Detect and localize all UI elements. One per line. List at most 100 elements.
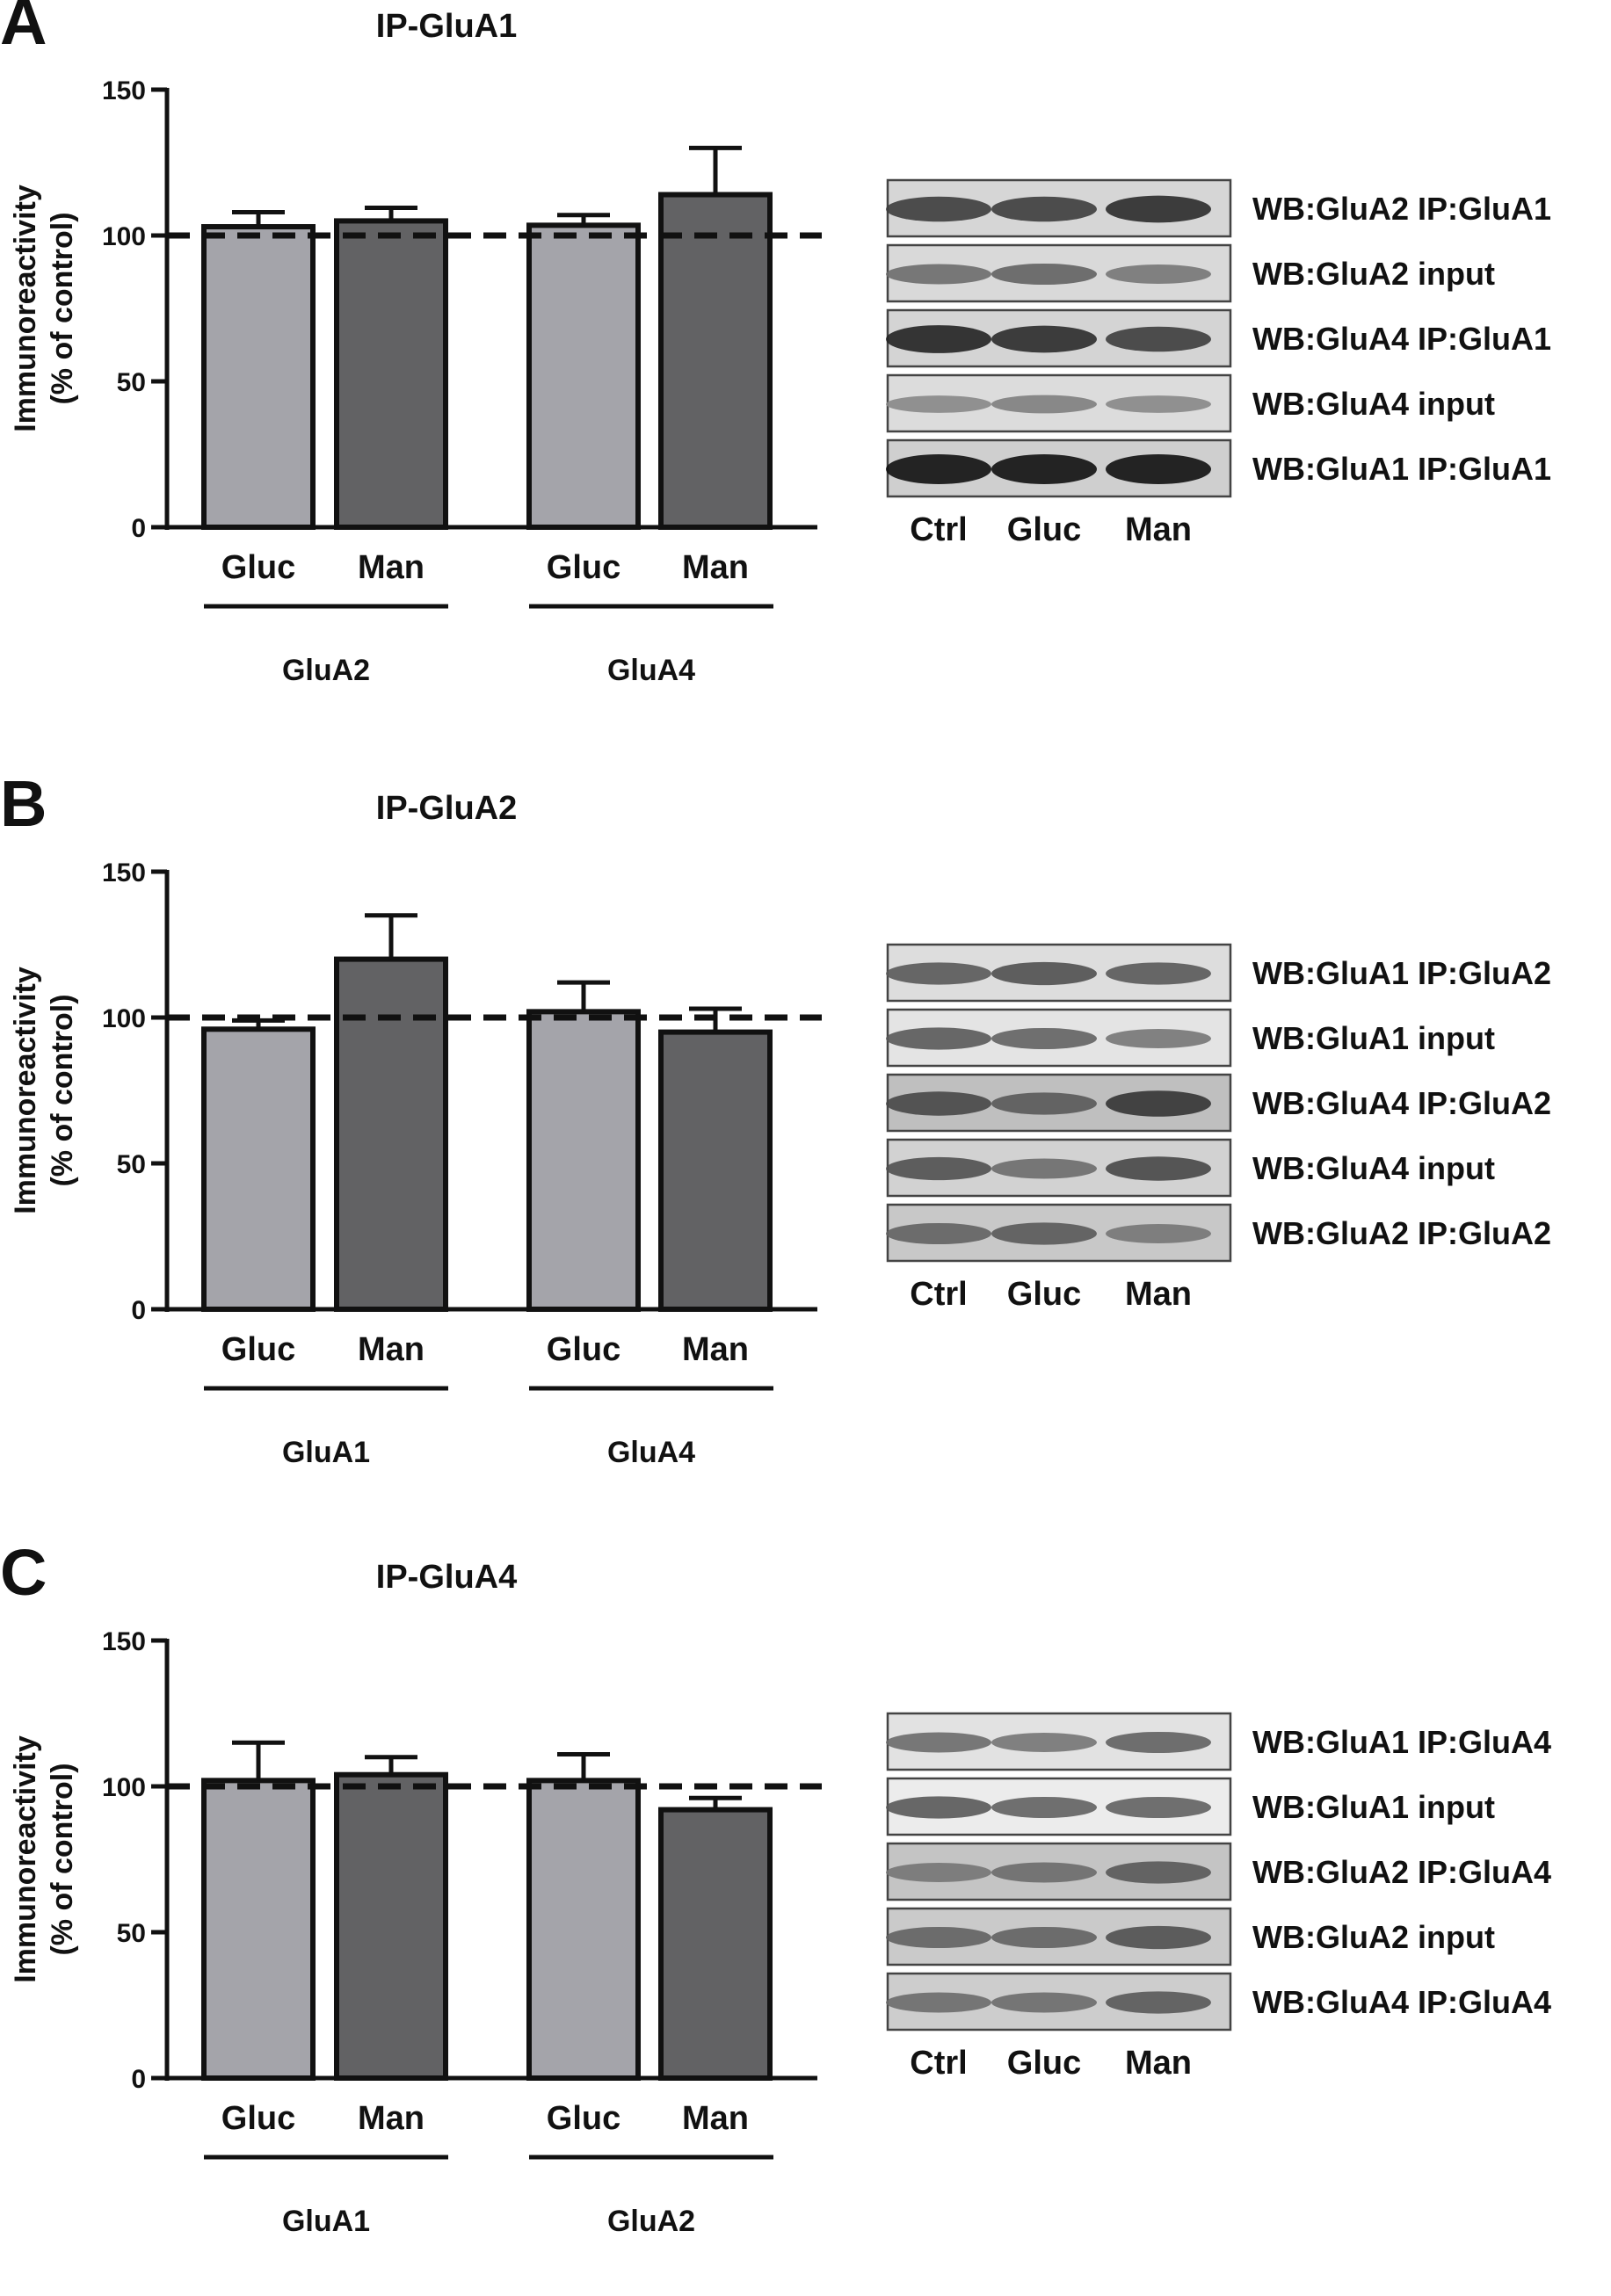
blot-band [991, 1796, 1097, 1819]
y-tick-label: 150 [102, 76, 146, 105]
y-axis-label-line2: (% of control) [46, 994, 79, 1186]
blot-band [991, 1092, 1097, 1115]
blot-lane-label: Ctrl [910, 1276, 967, 1313]
blot-band [1106, 1224, 1211, 1243]
x-tick-label: Gluc [547, 1331, 620, 1368]
blot-band [886, 1926, 991, 1949]
y-tick-label: 150 [102, 1627, 146, 1656]
group-label: GluA1 [282, 2205, 370, 2238]
panel-figure: IP-GluA2 Immunoreactivity (% of control) 0 5… [9, 790, 1551, 1469]
blot-row-label: WB:GluA4 input [1252, 386, 1495, 422]
blot-row-label: WB:GluA4 IP:GluA2 [1252, 1085, 1551, 1121]
panel-letter: A [0, 0, 47, 58]
blot-row-label: WB:GluA2 input [1252, 256, 1495, 292]
blot-band [886, 264, 991, 285]
blot-band [1106, 264, 1211, 284]
blot-band [1106, 454, 1211, 484]
panel-figure: IP-GluA1 Immunoreactivity (% of control) 0 5… [9, 8, 1551, 687]
chart-title: IP-GluA1 [376, 8, 517, 45]
bar [526, 1009, 641, 1312]
blot-band [886, 1863, 991, 1882]
blot-band [1106, 962, 1211, 985]
blot-band [886, 454, 991, 484]
blot-lane-label: Man [1125, 511, 1192, 548]
bar [201, 224, 316, 530]
y-axis-label-line1: Immunoreactivity [9, 1735, 42, 1983]
y-axis-label: Immunoreactivity (% of control) [9, 967, 79, 1214]
blot-row-label: WB:GluA2 IP:GluA2 [1252, 1215, 1551, 1251]
group-label: GluA4 [607, 1436, 695, 1469]
blot-band [1106, 1991, 1211, 2014]
blot-band [991, 1222, 1097, 1245]
blot-band [886, 196, 991, 222]
group-label: GluA2 [282, 654, 370, 687]
x-tick-label: Gluc [547, 549, 620, 586]
panel-c: C IP-GluA4 Immunoreactivity (% of control)… [0, 1540, 1611, 2296]
blot-row-label: WB:GluA2 IP:GluA4 [1252, 1854, 1551, 1890]
blot-band [991, 263, 1097, 286]
blot-band [991, 395, 1097, 414]
blot-band [1106, 1861, 1211, 1884]
blot-lane-label: Man [1125, 2045, 1192, 2082]
x-tick-label: Man [358, 549, 425, 586]
bar [658, 1807, 773, 2081]
panel-a: A IP-GluA1 Immunoreactivity (% of control)… [0, 0, 1611, 745]
bar [201, 1778, 316, 2081]
bar [201, 1026, 316, 1312]
y-tick-label: 0 [131, 1296, 146, 1325]
blot-band [991, 1862, 1097, 1883]
y-axis-label: Immunoreactivity (% of control) [9, 1735, 79, 1983]
blot-band [886, 1992, 991, 2013]
blot-row-label: WB:GluA4 IP:GluA4 [1252, 1984, 1551, 2020]
blot-lane-label: Gluc [1007, 1276, 1081, 1313]
blot-band [886, 1027, 991, 1050]
bar [334, 1771, 448, 2081]
x-tick-label: Man [358, 2100, 425, 2137]
blot-row-label: WB:GluA2 IP:GluA1 [1252, 191, 1551, 227]
blot-band [991, 1992, 1097, 2013]
blot-band [1106, 1090, 1211, 1117]
blot-lane-label: Ctrl [910, 511, 967, 548]
panel-letter: C [0, 1536, 47, 1609]
y-tick-label: 0 [131, 514, 146, 543]
chart-title: IP-GluA2 [376, 790, 517, 827]
group-label: GluA1 [282, 1436, 370, 1469]
blot-row-label: WB:GluA1 input [1252, 1789, 1495, 1825]
bar [658, 192, 773, 531]
x-tick-label: Man [682, 2100, 749, 2137]
x-tick-label: Gluc [221, 2100, 295, 2137]
bar [334, 956, 448, 1312]
blot-lane-label: Man [1125, 1276, 1192, 1313]
blot-row-label: WB:GluA4 IP:GluA1 [1252, 321, 1551, 357]
y-axis-label-line1: Immunoreactivity [9, 185, 42, 432]
blot-band [991, 961, 1097, 986]
blot-band [886, 962, 991, 985]
panel-figure: IP-GluA4 Immunoreactivity (% of control) 0 5… [9, 1559, 1551, 2238]
blot-lane-label: Ctrl [910, 2045, 967, 2082]
blot-band [886, 325, 991, 353]
blot-row-label: WB:GluA2 input [1252, 1919, 1495, 1955]
bar [526, 1778, 641, 2081]
group-label: GluA2 [607, 2205, 695, 2238]
blot-band [1106, 1731, 1211, 1754]
blot-band [886, 1732, 991, 1753]
y-tick-label: 100 [102, 222, 146, 251]
chart-title: IP-GluA4 [376, 1559, 517, 1596]
blot-band [886, 1156, 991, 1181]
blot-row-label: WB:GluA4 input [1252, 1150, 1495, 1186]
panel-b: B IP-GluA2 Immunoreactivity (% of control)… [0, 771, 1611, 1527]
y-axis-label: Immunoreactivity (% of control) [9, 185, 79, 432]
bar [658, 1029, 773, 1312]
blot-band [1106, 195, 1211, 223]
y-tick-label: 150 [102, 858, 146, 887]
blot-band [1106, 1796, 1211, 1819]
bar [526, 222, 641, 530]
blot-band [886, 1091, 991, 1116]
x-tick-label: Man [682, 1331, 749, 1368]
blot-band [991, 325, 1097, 353]
blot-band [991, 1027, 1097, 1050]
x-tick-label: Gluc [221, 1331, 295, 1368]
blot-row-label: WB:GluA1 IP:GluA1 [1252, 451, 1551, 487]
blot-row-label: WB:GluA1 IP:GluA2 [1252, 955, 1551, 991]
y-tick-label: 100 [102, 1004, 146, 1033]
